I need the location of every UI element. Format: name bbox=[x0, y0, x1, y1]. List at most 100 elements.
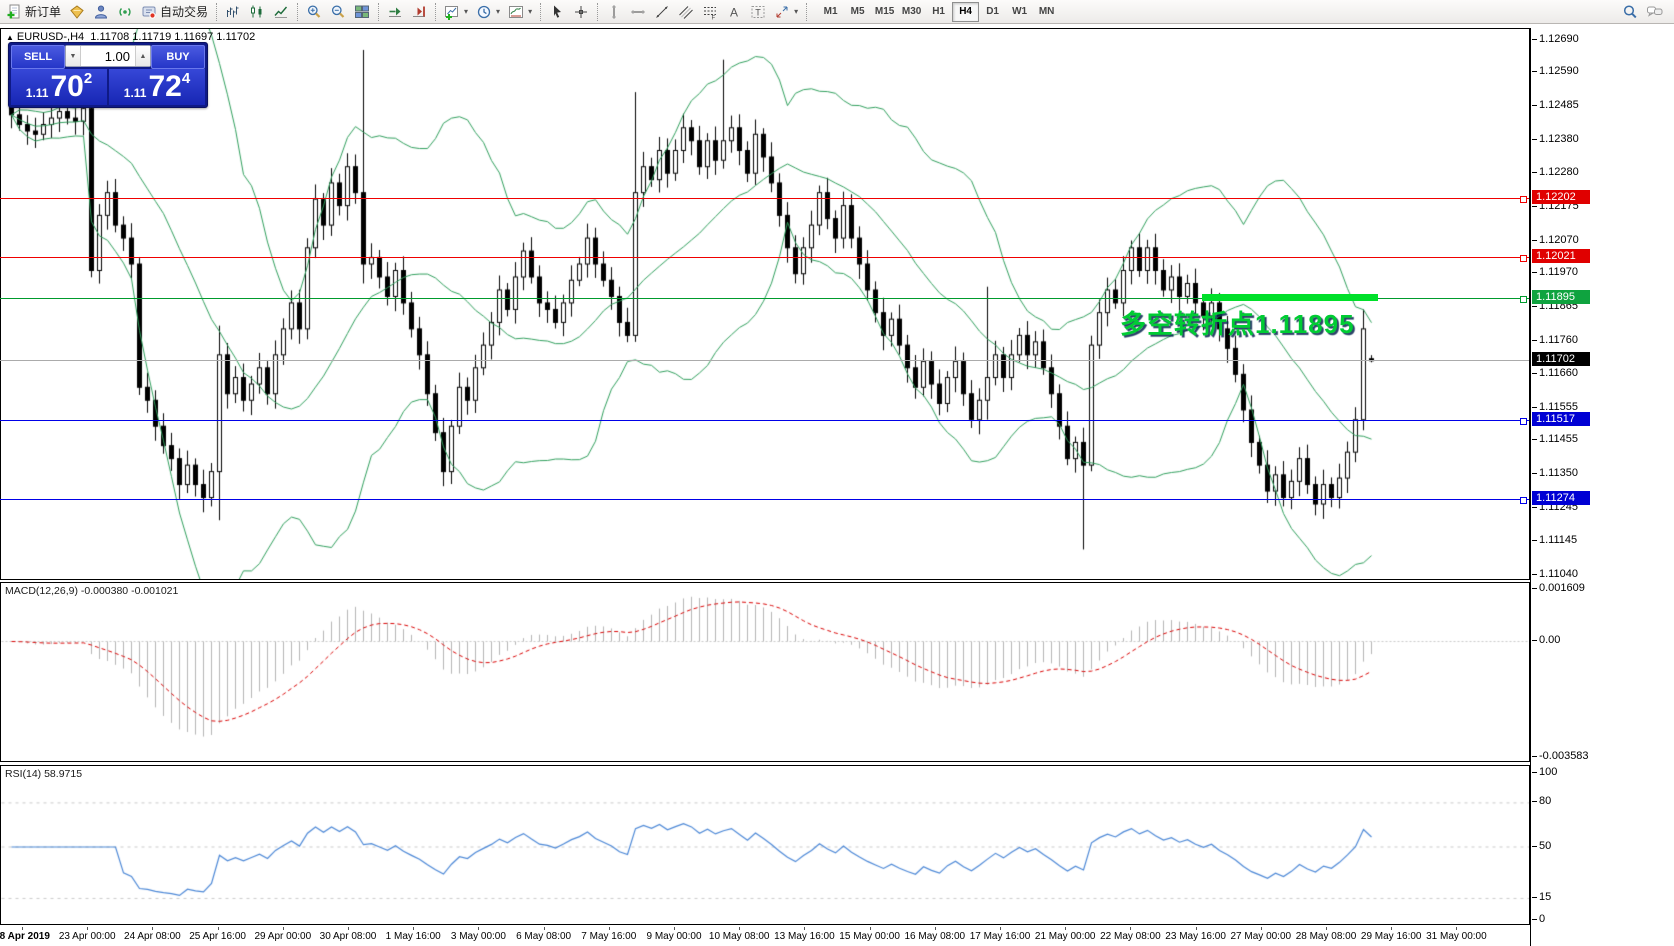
price-axis-badge: 1.11517 bbox=[1532, 412, 1590, 427]
navigator-button[interactable] bbox=[89, 1, 113, 23]
cursor-button[interactable] bbox=[545, 1, 569, 23]
buy-button[interactable]: BUY bbox=[151, 45, 205, 69]
price-axis-label: 1.12590 bbox=[1532, 65, 1579, 78]
time-axis-tick bbox=[1326, 927, 1327, 930]
templates-button[interactable]: ▾ bbox=[504, 1, 536, 23]
navigator-person-icon bbox=[93, 4, 109, 20]
bar-chart-button[interactable] bbox=[221, 1, 245, 23]
timeframe-w1-button[interactable]: W1 bbox=[1006, 2, 1033, 22]
fibonacci-button[interactable]: F bbox=[698, 1, 722, 23]
buy-price-display[interactable]: 1.11 72 4 bbox=[109, 69, 205, 105]
price-axis-label: 1.12280 bbox=[1532, 165, 1579, 178]
time-axis-label: 25 Apr 16:00 bbox=[189, 931, 246, 942]
macd-canvas[interactable] bbox=[1, 583, 1529, 761]
time-axis-tick bbox=[348, 927, 349, 930]
vertical-line-button[interactable] bbox=[602, 1, 626, 23]
time-axis-label: 23 Apr 00:00 bbox=[58, 931, 116, 942]
horizontal-line-button[interactable] bbox=[626, 1, 650, 23]
buy-price-big: 72 bbox=[148, 70, 182, 103]
macd-pane[interactable]: MACD(12,26,9) -0.000380 -0.001021 bbox=[0, 582, 1530, 762]
chevron-down-icon: ▾ bbox=[528, 7, 533, 16]
time-axis-label: 9 May 00:00 bbox=[646, 931, 702, 942]
chart-shift-button[interactable] bbox=[407, 1, 431, 23]
time-axis-label: 17 May 16:00 bbox=[969, 931, 1031, 942]
time-axis-tick bbox=[217, 927, 219, 930]
zoom-out-icon bbox=[330, 4, 346, 20]
tile-windows-button[interactable] bbox=[350, 1, 374, 23]
time-axis-tick bbox=[1065, 927, 1067, 930]
rsi-canvas[interactable] bbox=[1, 766, 1529, 924]
signals-button[interactable] bbox=[113, 1, 137, 23]
collapse-icon[interactable]: ▲ bbox=[6, 33, 14, 42]
sell-price-small: 1.11 bbox=[25, 86, 49, 100]
macd-label: MACD(12,26,9) -0.000380 -0.001021 bbox=[5, 585, 179, 597]
trendline-button[interactable] bbox=[650, 1, 674, 23]
timeframe-m30-button[interactable]: M30 bbox=[898, 2, 925, 22]
new-chart-button[interactable]: ▾ bbox=[440, 1, 472, 23]
time-axis-tick bbox=[804, 927, 806, 930]
zoom-in-button[interactable] bbox=[302, 1, 326, 23]
auto-trading-button[interactable]: 自动交易 bbox=[137, 1, 212, 23]
price-axis-label: 1.12070 bbox=[1532, 233, 1579, 246]
price-chart-canvas[interactable] bbox=[1, 29, 1529, 579]
volume-stepper: ▼ 1.00 ▲ bbox=[65, 45, 151, 67]
time-axis-label: 23 May 16:00 bbox=[1165, 931, 1226, 942]
volume-down-button[interactable]: ▼ bbox=[66, 46, 81, 66]
time-axis-label: 3 May 00:00 bbox=[450, 931, 506, 942]
timeframe-mn-button[interactable]: MN bbox=[1033, 2, 1060, 22]
time-axis-label: 21 May 00:00 bbox=[1034, 931, 1096, 942]
zoom-out-button[interactable] bbox=[326, 1, 350, 23]
auto-trading-icon bbox=[141, 4, 157, 20]
main-chart-pane[interactable] bbox=[0, 28, 1530, 580]
chat-button[interactable] bbox=[1642, 1, 1668, 23]
crosshair-button[interactable] bbox=[569, 1, 593, 23]
time-axis[interactable]: 18 Apr 2019 23 Apr 00:00 24 Apr 08:00 25 Ap… bbox=[0, 927, 1530, 946]
chart-text-annotation[interactable]: 多空转折点1.11895 bbox=[1120, 309, 1355, 339]
search-button[interactable] bbox=[1618, 1, 1642, 23]
price-axis[interactable]: 1.12690 1.12590 1.12485 1.12380 1.12280 1.121… bbox=[1530, 28, 1674, 946]
text-label-button[interactable]: T bbox=[746, 1, 770, 23]
auto-scroll-button[interactable] bbox=[383, 1, 407, 23]
price-axis-badge: 1.12202 bbox=[1532, 190, 1590, 204]
rsi-axis-label: 80 bbox=[1531, 795, 1552, 808]
time-axis-tick bbox=[1195, 927, 1197, 930]
toolbar-separator bbox=[435, 2, 437, 21]
time-axis-label: 1 May 16:00 bbox=[385, 931, 441, 942]
toolbar-separator bbox=[597, 2, 599, 21]
text-button[interactable]: A bbox=[722, 1, 746, 23]
auto-scroll-icon bbox=[387, 4, 403, 20]
channel-button[interactable] bbox=[674, 1, 698, 23]
time-axis-tick bbox=[1260, 927, 1262, 930]
timeframe-h4-button[interactable]: H4 bbox=[952, 1, 980, 22]
buy-price-small: 1.11 bbox=[123, 86, 147, 100]
timeframe-h1-button[interactable]: H1 bbox=[925, 2, 952, 22]
market-watch-button[interactable] bbox=[65, 1, 89, 23]
price-axis-label: 1.11660 bbox=[1532, 366, 1578, 379]
time-axis-tick bbox=[1130, 927, 1132, 930]
new-order-label: 新订单 bbox=[25, 5, 62, 19]
timeframe-d1-button[interactable]: D1 bbox=[979, 2, 1006, 22]
sell-price-sup: 2 bbox=[83, 69, 93, 87]
chat-icon bbox=[1646, 4, 1664, 20]
zoom-in-icon bbox=[306, 4, 322, 20]
rsi-pane[interactable]: RSI(14) 58.9715 bbox=[0, 765, 1530, 925]
price-axis-label: 1.11555 bbox=[1532, 400, 1578, 413]
time-axis-tick bbox=[608, 927, 610, 930]
search-icon bbox=[1622, 4, 1638, 20]
profiles-button[interactable]: ▾ bbox=[472, 1, 504, 23]
timeframe-m5-button[interactable]: M5 bbox=[844, 2, 871, 22]
signals-icon bbox=[117, 4, 133, 20]
sell-price-display[interactable]: 1.11 70 2 bbox=[11, 69, 107, 105]
timeframe-m15-button[interactable]: M15 bbox=[871, 2, 898, 22]
vertical-line-icon bbox=[606, 4, 622, 20]
new-order-button[interactable]: 新订单 bbox=[2, 1, 65, 23]
candlestick-chart-button[interactable] bbox=[245, 1, 269, 23]
volume-value[interactable]: 1.00 bbox=[104, 48, 130, 64]
line-chart-button[interactable] bbox=[269, 1, 293, 23]
timeframe-m1-button[interactable]: M1 bbox=[817, 2, 844, 22]
price-axis-label: 1.11350 bbox=[1532, 467, 1578, 480]
sell-button[interactable]: SELL bbox=[11, 45, 65, 69]
shapes-button[interactable]: ▾ bbox=[770, 1, 802, 23]
volume-up-button[interactable]: ▲ bbox=[135, 46, 150, 66]
